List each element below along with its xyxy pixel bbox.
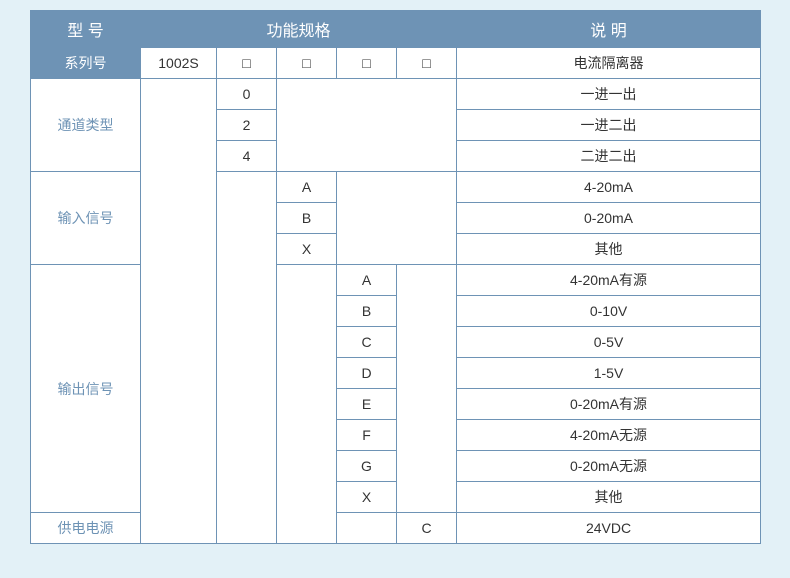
blank-col-4 — [277, 265, 337, 544]
power-desc: 24VDC — [457, 513, 761, 544]
output-code-3: D — [337, 358, 397, 389]
channel-desc-2: 二进二出 — [457, 141, 761, 172]
blank-channel-span — [277, 79, 457, 172]
input-code-0: A — [277, 172, 337, 203]
series-box-3: □ — [337, 48, 397, 79]
blank-input-span — [337, 172, 457, 265]
output-row-0: 输出信号 A 4-20mA有源 — [31, 265, 761, 296]
output-label: 输出信号 — [31, 265, 141, 513]
output-desc-2: 0-5V — [457, 327, 761, 358]
output-code-2: C — [337, 327, 397, 358]
output-desc-1: 0-10V — [457, 296, 761, 327]
input-desc-0: 4-20mA — [457, 172, 761, 203]
series-box-4: □ — [397, 48, 457, 79]
blank-col-3 — [217, 172, 277, 544]
series-box-1: □ — [217, 48, 277, 79]
output-code-6: G — [337, 451, 397, 482]
series-value: 1002S — [141, 48, 217, 79]
blank-output-span — [397, 265, 457, 513]
output-desc-5: 4-20mA无源 — [457, 420, 761, 451]
output-desc-4: 0-20mA有源 — [457, 389, 761, 420]
power-label: 供电电源 — [31, 513, 141, 544]
input-desc-1: 0-20mA — [457, 203, 761, 234]
output-desc-0: 4-20mA有源 — [457, 265, 761, 296]
input-label: 输入信号 — [31, 172, 141, 265]
header-desc: 说 明 — [457, 11, 761, 48]
series-label: 系列号 — [31, 48, 141, 79]
channel-code-0: 0 — [217, 79, 277, 110]
input-desc-2: 其他 — [457, 234, 761, 265]
channel-label: 通道类型 — [31, 79, 141, 172]
output-code-7: X — [337, 482, 397, 513]
channel-desc-1: 一进二出 — [457, 110, 761, 141]
channel-code-1: 2 — [217, 110, 277, 141]
channel-row-0: 通道类型 0 一进一出 — [31, 79, 761, 110]
power-row: 供电电源 C 24VDC — [31, 513, 761, 544]
header-spec: 功能规格 — [141, 11, 457, 48]
output-desc-7: 其他 — [457, 482, 761, 513]
output-desc-6: 0-20mA无源 — [457, 451, 761, 482]
blank-power-5 — [337, 513, 397, 544]
input-code-1: B — [277, 203, 337, 234]
channel-code-2: 4 — [217, 141, 277, 172]
output-desc-3: 1-5V — [457, 358, 761, 389]
output-code-5: F — [337, 420, 397, 451]
spec-table: 型 号 功能规格 说 明 系列号 1002S □ □ □ □ 电流隔离器 通道类… — [30, 10, 761, 544]
table-header-row: 型 号 功能规格 说 明 — [31, 11, 761, 48]
channel-desc-0: 一进一出 — [457, 79, 761, 110]
blank-col-2 — [141, 79, 217, 544]
series-desc: 电流隔离器 — [457, 48, 761, 79]
input-code-2: X — [277, 234, 337, 265]
input-row-0: 输入信号 A 4-20mA — [31, 172, 761, 203]
table-container: 型 号 功能规格 说 明 系列号 1002S □ □ □ □ 电流隔离器 通道类… — [0, 0, 790, 578]
output-code-1: B — [337, 296, 397, 327]
header-model: 型 号 — [31, 11, 141, 48]
series-box-2: □ — [277, 48, 337, 79]
output-code-0: A — [337, 265, 397, 296]
output-code-4: E — [337, 389, 397, 420]
power-code: C — [397, 513, 457, 544]
series-row: 系列号 1002S □ □ □ □ 电流隔离器 — [31, 48, 761, 79]
